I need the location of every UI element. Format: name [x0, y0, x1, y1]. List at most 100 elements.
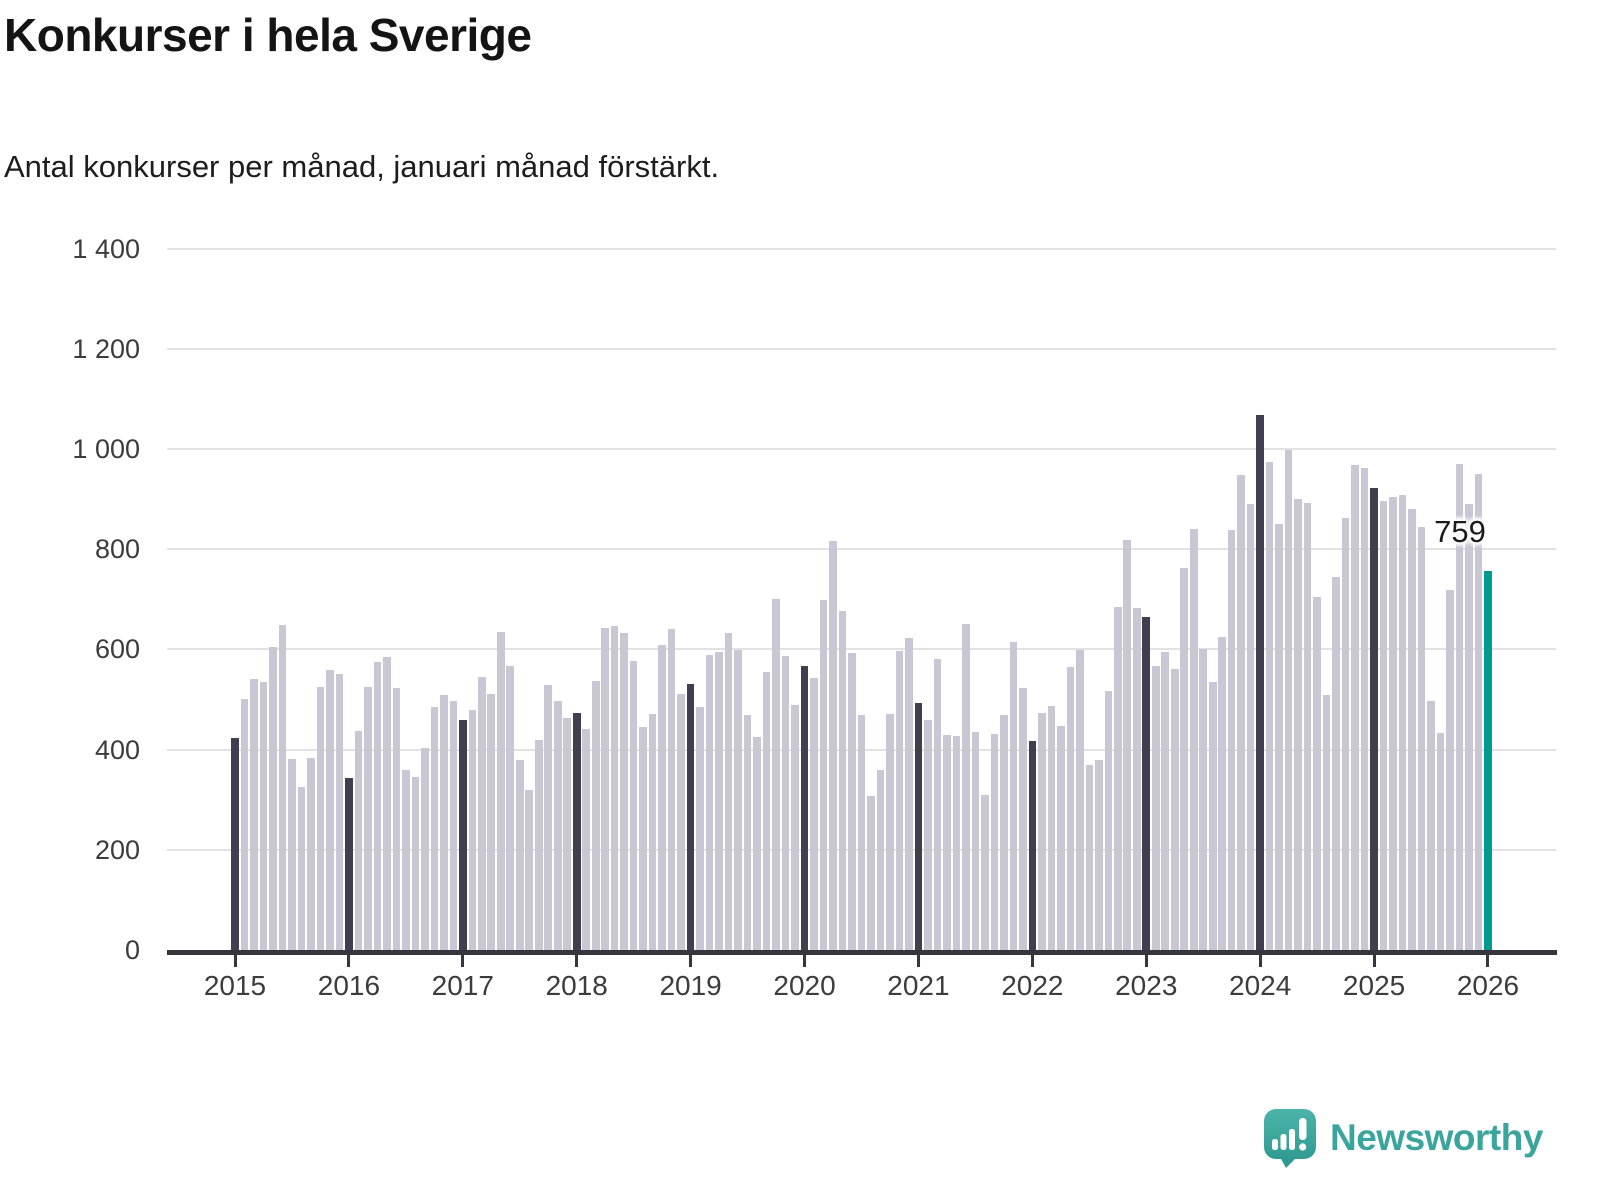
- x-axis-year-label: 2020: [773, 970, 836, 1001]
- bar-2015-10: [316, 687, 325, 951]
- bar-2018-06: [620, 633, 628, 951]
- bar-2020-06: [848, 653, 856, 951]
- bar-2024-12: [1360, 467, 1369, 951]
- bar-2025-05: [1408, 509, 1416, 951]
- bar-2021-07: [971, 731, 980, 951]
- bar-2025-09: [1446, 589, 1454, 951]
- bar-2018-08: [639, 727, 647, 951]
- bar-2025-03: [1389, 496, 1397, 951]
- bar-2019-08: [753, 736, 761, 951]
- y-axis-label: 1 000: [72, 433, 140, 464]
- bar-2016-11: [440, 695, 448, 951]
- bar-2025-08: [1436, 732, 1445, 951]
- bar-2016-06: [392, 688, 401, 951]
- newsworthy-logo-icon: [1264, 1109, 1316, 1168]
- bar-2024-11: [1351, 465, 1359, 951]
- chart-subtitle: Antal konkurser per månad, januari månad…: [4, 149, 720, 184]
- bar-2022-07: [1085, 764, 1094, 951]
- bar-2017-03: [478, 677, 486, 951]
- bar-2020-08: [867, 796, 875, 951]
- bar-2020-12: [905, 638, 913, 951]
- bar-2024-10: [1341, 517, 1350, 951]
- x-axis-tick: [1144, 955, 1148, 967]
- bar-2017-10: [544, 685, 553, 951]
- bar-2023-10: [1227, 530, 1236, 951]
- bar-2022-04: [1057, 726, 1065, 951]
- bar-2023-04: [1170, 669, 1179, 951]
- x-axis-year-label: 2025: [1342, 970, 1406, 1001]
- x-axis-tick: [689, 955, 693, 967]
- bar-2023-03: [1161, 651, 1170, 951]
- y-axis-label: 1 200: [72, 333, 140, 364]
- x-axis-year-label: 2019: [659, 970, 722, 1001]
- x-axis-tick: [1372, 955, 1376, 967]
- bar-2021-08: [981, 794, 989, 951]
- gridline: [167, 648, 1556, 651]
- bar-2018-10: [658, 645, 666, 951]
- bar-2022-02: [1038, 712, 1046, 951]
- bar-2020-07: [857, 714, 866, 951]
- bar-2016-02: [354, 730, 363, 951]
- bar-2021-01: [914, 703, 923, 951]
- bar-2015-03: [250, 678, 258, 951]
- bar-2015-05: [269, 647, 277, 951]
- y-axis-label: 0: [124, 935, 140, 965]
- bar-2025-10: [1455, 463, 1464, 951]
- bar-2017-05: [496, 631, 505, 951]
- bar-2019-04: [715, 651, 723, 951]
- bar-2018-11: [667, 629, 676, 951]
- x-axis-year-label: 2021: [887, 970, 950, 1001]
- bar-2023-06: [1189, 528, 1198, 951]
- bar-2017-01: [459, 719, 467, 951]
- bar-2026-01: [1484, 570, 1492, 951]
- bar-2019-06: [734, 650, 742, 951]
- bar-2025-01: [1370, 488, 1378, 951]
- bar-2019-09: [762, 672, 771, 951]
- bar-2020-09: [876, 770, 885, 951]
- y-axis-label: 600: [94, 634, 140, 665]
- bar-2018-04: [601, 628, 609, 951]
- bar-2024-07: [1313, 596, 1321, 951]
- bar-2022-01: [1028, 740, 1037, 951]
- bar-2022-12: [1132, 607, 1141, 951]
- bar-2022-10: [1113, 606, 1122, 951]
- bar-2018-01: [572, 712, 581, 951]
- x-axis-tick: [916, 955, 920, 967]
- y-axis-label: 200: [94, 834, 140, 865]
- value-annotation: 759: [1434, 514, 1486, 549]
- bar-2025-11: [1465, 504, 1473, 951]
- x-axis-tick: [1486, 955, 1490, 967]
- bar-2023-05: [1180, 567, 1189, 951]
- bar-2020-03: [819, 600, 828, 951]
- bar-2023-12: [1246, 503, 1255, 951]
- x-axis-year-label: 2022: [1001, 970, 1064, 1001]
- bar-2015-02: [240, 698, 249, 951]
- bar-2023-08: [1208, 682, 1217, 951]
- bar-2018-05: [610, 625, 619, 951]
- bar-2022-08: [1095, 760, 1103, 951]
- bar-2021-09: [990, 733, 999, 951]
- bar-2016-09: [421, 747, 429, 951]
- bar-2018-09: [648, 713, 657, 951]
- bar-2023-09: [1218, 637, 1226, 951]
- x-axis-year-label: 2024: [1229, 970, 1292, 1001]
- x-axis-tick: [1258, 955, 1262, 967]
- bar-2018-03: [591, 681, 600, 951]
- bar-2020-04: [829, 541, 837, 951]
- bar-2016-07: [402, 770, 410, 951]
- bar-2022-09: [1104, 691, 1113, 951]
- bar-2024-05: [1294, 498, 1302, 951]
- bar-2019-01: [686, 683, 695, 951]
- bar-2023-07: [1199, 648, 1208, 951]
- bar-2017-11: [553, 701, 562, 951]
- bar-2016-03: [364, 687, 372, 951]
- brand-footer: Newsworthy: [1262, 1106, 1600, 1170]
- bar-2023-01: [1142, 617, 1151, 951]
- bar-2024-01: [1256, 414, 1264, 951]
- bar-2025-04: [1398, 495, 1407, 951]
- gridline: [167, 447, 1556, 450]
- bar-2015-06: [278, 624, 287, 951]
- x-axis-line: [167, 950, 1557, 955]
- newsworthy-brand-text: Newsworthy: [1330, 1117, 1543, 1158]
